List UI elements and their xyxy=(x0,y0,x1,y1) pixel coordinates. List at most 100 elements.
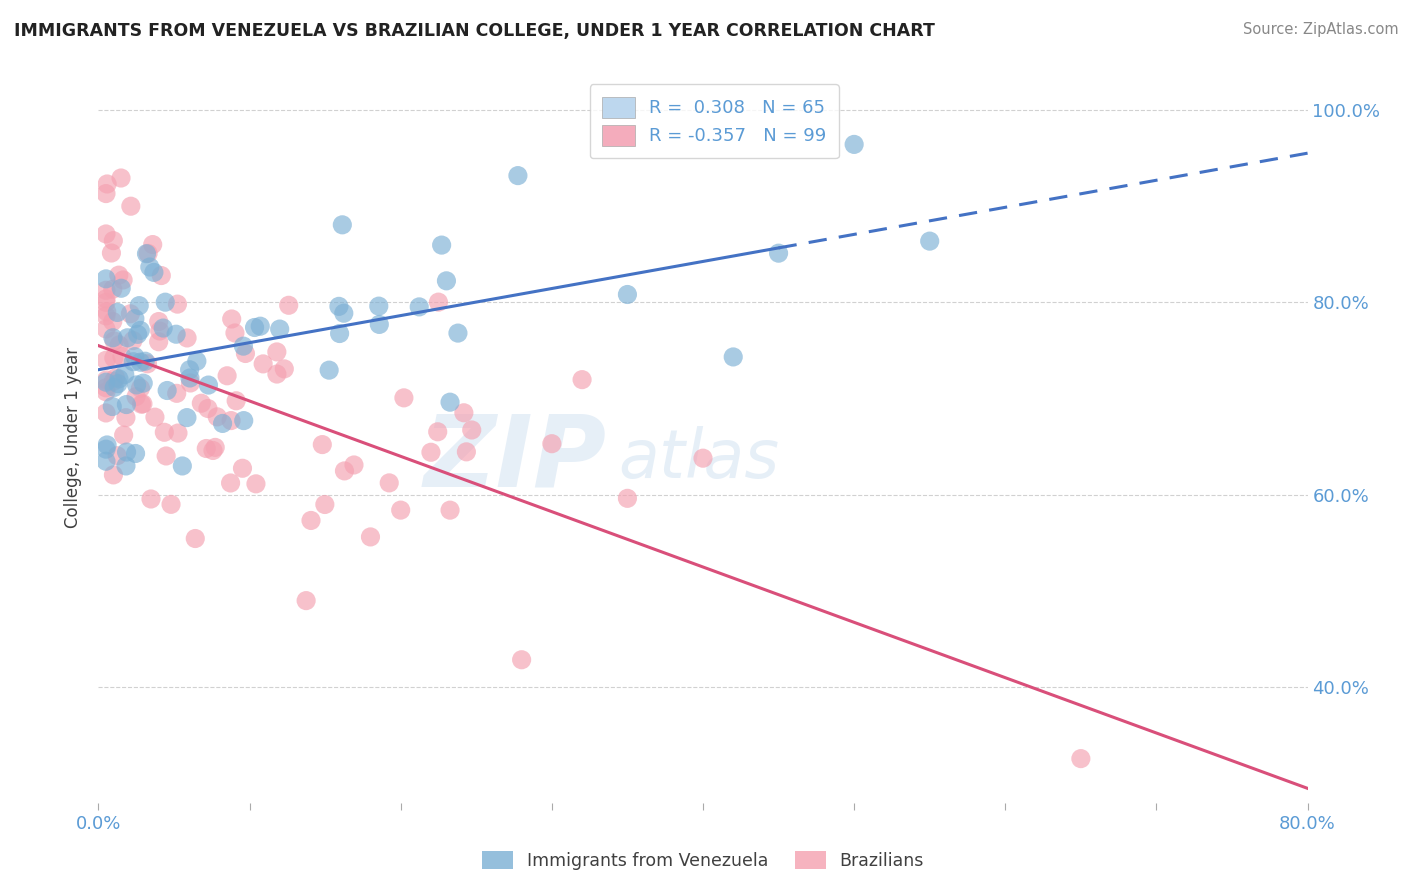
Point xyxy=(120,199,142,213)
Point xyxy=(128,299,150,313)
Point xyxy=(510,653,533,667)
Point xyxy=(225,393,247,408)
Point xyxy=(101,282,124,296)
Point xyxy=(179,371,201,385)
Point xyxy=(616,491,638,506)
Point xyxy=(314,498,336,512)
Point xyxy=(152,321,174,335)
Point xyxy=(125,390,148,404)
Point xyxy=(918,234,941,248)
Point xyxy=(436,274,458,288)
Point xyxy=(153,425,176,440)
Point xyxy=(103,334,125,348)
Point xyxy=(197,378,219,392)
Point xyxy=(184,532,207,546)
Point xyxy=(540,436,562,450)
Point xyxy=(110,171,132,186)
Point xyxy=(112,273,135,287)
Point xyxy=(195,442,218,456)
Point xyxy=(211,417,233,431)
Point xyxy=(111,350,134,364)
Point xyxy=(132,397,155,411)
Point xyxy=(103,467,125,482)
Point xyxy=(165,327,187,342)
Point xyxy=(122,355,145,369)
Point xyxy=(231,461,253,475)
Point xyxy=(179,363,201,377)
Point xyxy=(114,368,136,382)
Point xyxy=(94,292,117,306)
Point xyxy=(139,491,162,506)
Point xyxy=(295,593,318,607)
Point xyxy=(124,311,146,326)
Point xyxy=(329,326,352,341)
Point xyxy=(269,322,291,336)
Point xyxy=(318,363,340,377)
Point xyxy=(204,441,226,455)
Point xyxy=(136,357,159,371)
Point xyxy=(368,318,391,332)
Point xyxy=(166,386,188,401)
Point xyxy=(207,409,229,424)
Point xyxy=(103,234,125,248)
Text: atlas: atlas xyxy=(619,426,779,492)
Point xyxy=(176,410,198,425)
Point xyxy=(94,384,117,399)
Point xyxy=(333,306,356,320)
Point xyxy=(277,298,299,312)
Point xyxy=(844,137,866,152)
Point xyxy=(232,414,254,428)
Point xyxy=(94,353,117,368)
Point xyxy=(120,307,142,321)
Y-axis label: College, Under 1 year: College, Under 1 year xyxy=(65,346,83,528)
Point xyxy=(94,283,117,297)
Point xyxy=(311,437,333,451)
Point xyxy=(273,362,295,376)
Point xyxy=(135,246,157,260)
Point xyxy=(103,351,125,365)
Point xyxy=(266,345,288,359)
Point xyxy=(616,287,638,301)
Point xyxy=(392,391,415,405)
Point xyxy=(197,401,219,416)
Point xyxy=(132,376,155,391)
Point xyxy=(94,442,117,457)
Point xyxy=(360,530,382,544)
Point xyxy=(94,309,117,323)
Point xyxy=(139,260,162,274)
Point xyxy=(160,497,183,511)
Text: ZIP: ZIP xyxy=(423,410,606,508)
Point xyxy=(124,446,146,460)
Point xyxy=(112,428,135,442)
Text: IMMIGRANTS FROM VENEZUELA VS BRAZILIAN COLLEGE, UNDER 1 YEAR CORRELATION CHART: IMMIGRANTS FROM VENEZUELA VS BRAZILIAN C… xyxy=(14,22,935,40)
Point xyxy=(94,322,117,336)
Point xyxy=(117,331,139,345)
Point xyxy=(96,373,118,387)
Point xyxy=(232,339,254,353)
Point xyxy=(176,331,198,345)
Point xyxy=(367,299,389,313)
Point xyxy=(252,357,274,371)
Point xyxy=(105,305,128,319)
Point xyxy=(129,323,152,337)
Point xyxy=(100,246,122,260)
Point xyxy=(343,458,366,472)
Point xyxy=(148,314,170,328)
Point xyxy=(115,398,138,412)
Point xyxy=(115,445,138,459)
Point xyxy=(166,297,188,311)
Point xyxy=(219,475,242,490)
Point xyxy=(96,304,118,318)
Point xyxy=(172,458,194,473)
Point xyxy=(103,380,125,394)
Point xyxy=(243,320,266,334)
Point xyxy=(167,425,190,440)
Point xyxy=(420,445,443,459)
Point xyxy=(245,476,267,491)
Point xyxy=(124,350,146,364)
Point xyxy=(129,355,152,369)
Point xyxy=(439,395,461,409)
Point xyxy=(447,326,470,340)
Point xyxy=(266,367,288,381)
Point xyxy=(461,423,484,437)
